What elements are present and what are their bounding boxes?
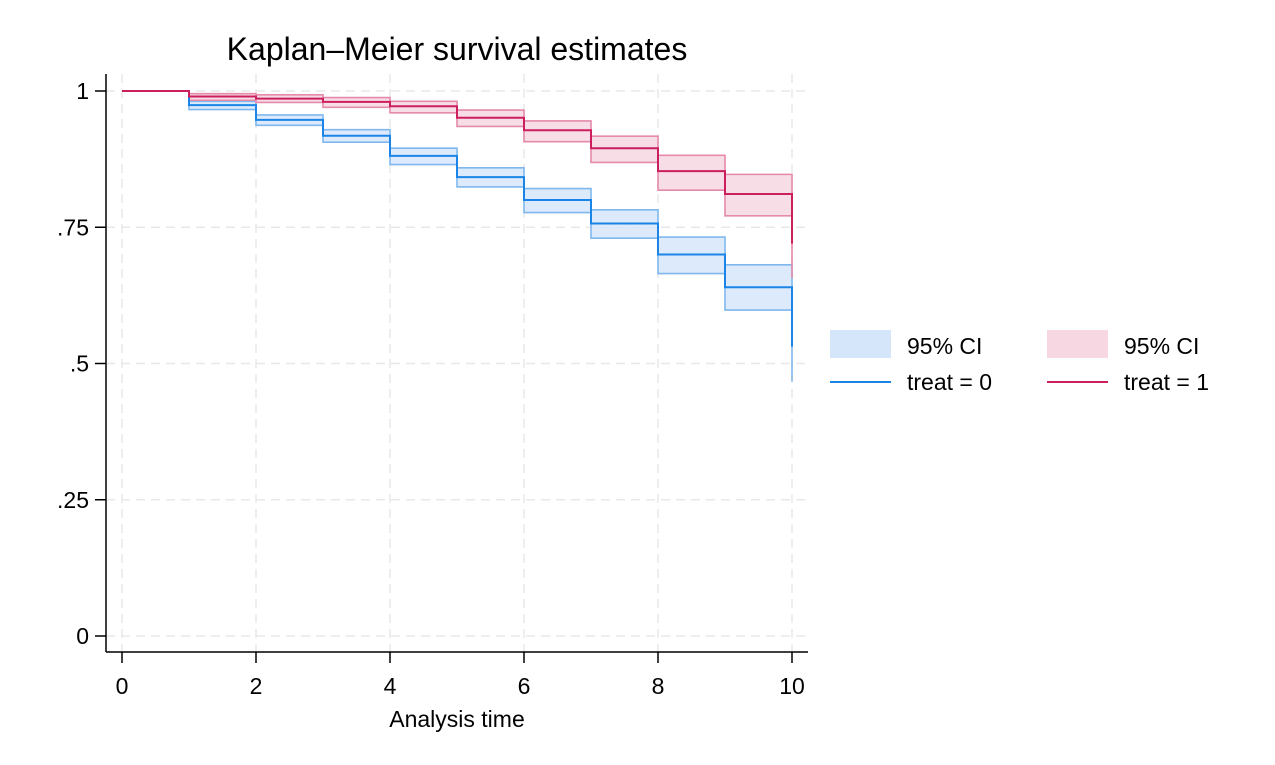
ci-bands [122, 90, 793, 382]
x-tick-label: 6 [518, 673, 531, 699]
x-tick-label: 8 [652, 673, 665, 699]
y-tick-label: 1 [76, 78, 89, 104]
ci-lower-line-1 [122, 90, 793, 278]
survival-line-1 [122, 90, 793, 244]
chart-title: Kaplan–Meier survival estimates [227, 31, 688, 67]
ci-lower-line-0 [122, 90, 793, 382]
grid-lines [106, 74, 808, 652]
legend-ci-label-0: 95% CI [907, 333, 982, 359]
ci-band-1 [122, 91, 792, 278]
legend-ci-swatch-0 [830, 330, 891, 358]
x-axis-ticks: 0 2 4 6 8 10 [116, 652, 805, 699]
y-axis-ticks: 0 .25 .5 .75 1 [57, 78, 106, 649]
y-tick-label: .5 [70, 351, 89, 377]
x-axis-label: Analysis time [389, 706, 524, 732]
legend-ci-label-1: 95% CI [1124, 333, 1199, 359]
y-tick-label: .75 [57, 214, 89, 240]
x-tick-label: 2 [250, 673, 263, 699]
legend-series-label-0: treat = 0 [907, 369, 992, 395]
y-tick-label: .25 [57, 487, 89, 513]
legend-series-label-1: treat = 1 [1124, 369, 1209, 395]
survival-lines [122, 90, 793, 347]
legend-ci-swatch-1 [1047, 330, 1108, 358]
x-tick-label: 10 [779, 673, 805, 699]
ci-band-0 [122, 91, 792, 382]
y-tick-label: 0 [76, 623, 89, 649]
x-tick-label: 4 [384, 673, 397, 699]
x-tick-label: 0 [116, 673, 129, 699]
survival-line-0 [122, 90, 793, 347]
legend: 95% CI treat = 0 95% CI treat = 1 [830, 330, 1209, 395]
